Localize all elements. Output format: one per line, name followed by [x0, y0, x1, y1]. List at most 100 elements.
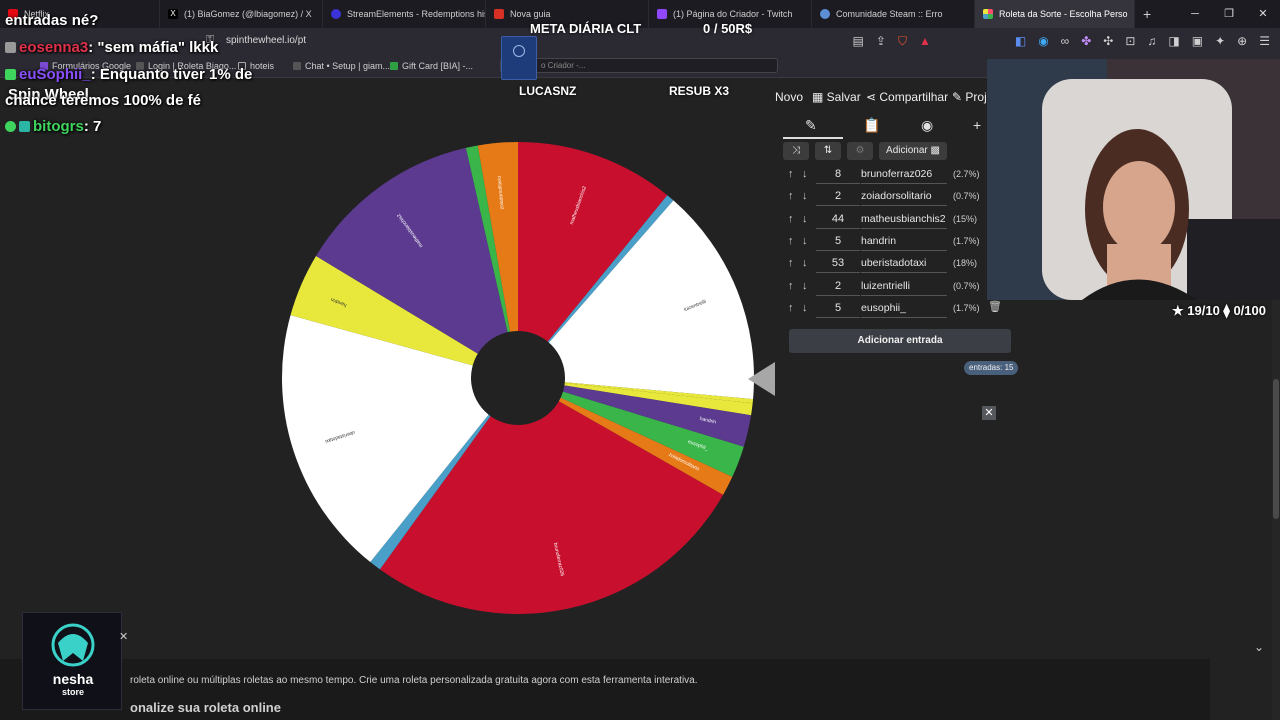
- tab-roleta-da-sorte[interactable]: Roleta da Sorte - Escolha Perso ✕: [975, 0, 1135, 28]
- entry-weight-input[interactable]: 2: [816, 188, 860, 207]
- goal-count: 0 / 50R$: [703, 21, 753, 36]
- bookmark-gift-card[interactable]: Gift Card [BIA] -...: [390, 61, 473, 71]
- ai-icon[interactable]: ✦: [1215, 34, 1226, 48]
- brave-shield-icon[interactable]: ⛉: [897, 34, 907, 48]
- reader-icon[interactable]: ▤: [852, 34, 864, 48]
- entry-name-input[interactable]: uberistadotaxi: [861, 255, 947, 274]
- pencil-icon: ✎: [952, 90, 966, 104]
- entry-weight-input[interactable]: 5: [816, 233, 860, 251]
- entry-name-input[interactable]: eusophii_: [861, 300, 947, 318]
- move-up-icon[interactable]: ↑: [788, 168, 794, 180]
- share-icon[interactable]: ⇪: [875, 34, 886, 48]
- tab-nova-guia[interactable]: Nova guia: [486, 0, 649, 28]
- sponsor-subtitle: store: [61, 687, 84, 697]
- bookmark-search[interactable]: o Criador -...: [500, 58, 778, 73]
- chevron-down-icon[interactable]: ⌄: [1254, 640, 1265, 654]
- spin-wheel-title: Spin Wheel: [8, 86, 89, 103]
- entry-name-input[interactable]: handrin: [861, 233, 947, 251]
- wheel-segment: [518, 142, 668, 378]
- clipboard-icon[interactable]: 📋: [863, 117, 881, 133]
- spin-wheel[interactable]: matheusbianchis2luizentriellihandrineuso…: [280, 130, 760, 630]
- image-icon: ▩: [930, 145, 940, 156]
- tab-x-biagomez[interactable]: X (1) BiaGomez (@lbiagomez) / X: [160, 0, 323, 28]
- move-down-icon[interactable]: ↓: [802, 190, 808, 203]
- entry-weight-input[interactable]: 53: [816, 255, 860, 274]
- entry-name-input[interactable]: luizentrielli: [861, 278, 947, 296]
- plus-icon: +: [1143, 6, 1152, 22]
- close-window-icon[interactable]: ✕: [1258, 8, 1268, 20]
- sidebar-icon[interactable]: ◨: [1168, 34, 1180, 48]
- wheel-segment: [316, 147, 518, 378]
- entry-weight-input[interactable]: 44: [816, 211, 860, 229]
- url-field[interactable]: spinthewheel.io/pt: [226, 35, 307, 46]
- tab-steam[interactable]: Comunidade Steam :: Erro: [812, 0, 975, 28]
- site-info-icon[interactable]: ⚿: [206, 34, 215, 46]
- trash-icon[interactable]: 🗑: [988, 300, 1002, 313]
- stats-counter: ★ 19/10 ⧫ 0/100: [1172, 303, 1266, 318]
- close-tab-icon[interactable]: ✕: [1128, 9, 1134, 20]
- extension-icon-4[interactable]: ✤: [1081, 34, 1092, 48]
- shuffle-button[interactable]: ⤨: [783, 142, 809, 160]
- menu-icon[interactable]: ☰: [1259, 34, 1270, 48]
- move-up-icon[interactable]: ↑: [788, 301, 794, 314]
- move-down-icon[interactable]: ↓: [802, 234, 808, 247]
- entry-weight-input[interactable]: 2: [816, 278, 860, 296]
- image-settings-button[interactable]: ⚙: [847, 142, 873, 160]
- browser-tab-bar: Netflix X (1) BiaGomez (@lbiagomez) / X …: [0, 0, 1280, 28]
- entry-weight-input[interactable]: 8: [816, 166, 860, 184]
- move-down-icon[interactable]: ↓: [802, 212, 808, 225]
- maximize-icon[interactable]: ❐: [1224, 8, 1234, 20]
- project-button[interactable]: ✎ Proj: [952, 90, 987, 104]
- wheel-segment: [518, 378, 744, 477]
- tab-streamelements[interactable]: StreamElements - Redemptions histo: [323, 0, 486, 28]
- extension-icon-2[interactable]: ◉: [1038, 34, 1049, 48]
- entry-name-input[interactable]: matheusbianchis2: [861, 211, 947, 229]
- scrollbar-thumb[interactable]: [1273, 379, 1279, 519]
- brave-icon: [494, 9, 504, 19]
- extension-icon[interactable]: ◧: [1014, 34, 1027, 48]
- edit-entries-icon[interactable]: ✎: [805, 117, 817, 133]
- close-icon[interactable]: ✕: [982, 406, 996, 420]
- page-scrollbar[interactable]: [1272, 79, 1280, 720]
- new-button[interactable]: Novo: [775, 90, 804, 104]
- new-tab-button[interactable]: +: [1135, 0, 1165, 28]
- share-button[interactable]: ⋖ Compartilhar: [866, 90, 949, 104]
- vpn-icon[interactable]: ⊕: [1237, 34, 1248, 48]
- camera-icon[interactable]: ⊡: [1125, 34, 1136, 48]
- hide-icon[interactable]: ◉: [921, 117, 934, 133]
- music-icon[interactable]: ♫: [1147, 34, 1157, 48]
- move-up-icon[interactable]: ↑: [788, 212, 794, 225]
- entry-weight-input[interactable]: 5: [816, 300, 860, 318]
- move-up-icon[interactable]: ↑: [788, 279, 794, 292]
- move-up-icon[interactable]: ↑: [788, 234, 794, 247]
- move-down-icon[interactable]: ↓: [802, 168, 808, 180]
- bookmark-google-forms[interactable]: Formulários Google: [40, 61, 131, 71]
- add-icon[interactable]: +: [973, 117, 982, 133]
- puzzle-icon[interactable]: ✣: [1103, 34, 1114, 48]
- window-controls: ─ ❐ ✕: [1178, 0, 1280, 28]
- add-entry-button[interactable]: Adicionar entrada: [789, 329, 1011, 353]
- wheel-center-button[interactable]: [471, 331, 565, 425]
- tab-twitch-creator[interactable]: (1) Página do Criador - Twitch: [649, 0, 812, 28]
- save-button[interactable]: ▦ Salvar: [812, 90, 861, 104]
- move-down-icon[interactable]: ↓: [802, 257, 808, 270]
- move-down-icon[interactable]: ↓: [802, 279, 808, 292]
- move-down-icon[interactable]: ↓: [802, 301, 808, 314]
- move-up-icon[interactable]: ↑: [788, 190, 794, 203]
- entry-percent: (18%): [953, 258, 978, 269]
- add-image-button[interactable]: Adicionar ▩: [879, 142, 947, 160]
- tab-netflix[interactable]: Netflix: [0, 0, 160, 28]
- rewards-icon[interactable]: ▲: [918, 34, 931, 48]
- bookmark-hoteis[interactable]: hoteis: [238, 61, 274, 71]
- bookmark-login-roleta[interactable]: Login | Roleta Biago...: [136, 61, 236, 71]
- move-up-icon[interactable]: ↑: [788, 257, 794, 270]
- entry-name-input[interactable]: brunoferraz026: [861, 166, 947, 184]
- bookmark-chat-setup[interactable]: Chat • Setup | giam...: [293, 61, 390, 71]
- minimize-icon[interactable]: ─: [1191, 8, 1199, 20]
- close-sponsor-icon[interactable]: ✕: [119, 631, 129, 643]
- wallet-icon[interactable]: ▣: [1191, 34, 1204, 48]
- wheel-segment: [518, 378, 754, 404]
- entry-name-input[interactable]: zoiadorsolitario: [861, 188, 947, 207]
- sort-button[interactable]: ⇅: [815, 142, 841, 160]
- extension-icon-3[interactable]: ∞: [1060, 34, 1070, 48]
